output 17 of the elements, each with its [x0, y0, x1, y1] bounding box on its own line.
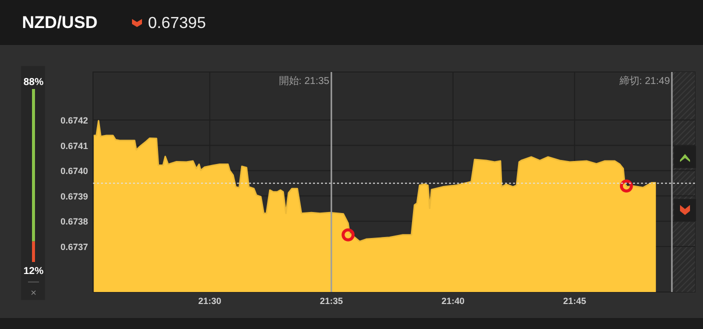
y-tick-label: 0.6739: [60, 191, 88, 202]
chart-subtitle: 0.67395: [148, 15, 206, 32]
y-tick-label: 0.6741: [60, 140, 88, 151]
text: ×: [30, 288, 37, 299]
data-label: 12%: [23, 266, 44, 277]
y-tick-label: 0.6738: [60, 216, 88, 227]
annotation: 締切: 21:49: [618, 75, 670, 87]
x-tick-label: 21:35: [320, 296, 343, 306]
y-tick-label: 0.6740: [60, 166, 88, 176]
x-tick-label: 21:40: [441, 296, 464, 306]
y-tick-label: 0.6737: [60, 242, 88, 252]
data-label: 88%: [23, 77, 44, 88]
x-tick-label: 21:30: [198, 296, 222, 306]
chart-title: NZD/USD: [22, 13, 98, 32]
annotation: 開始: 21:35: [278, 76, 330, 87]
y-tick-label: 0.6742: [60, 116, 88, 126]
x-tick-label: 21:45: [563, 296, 586, 306]
